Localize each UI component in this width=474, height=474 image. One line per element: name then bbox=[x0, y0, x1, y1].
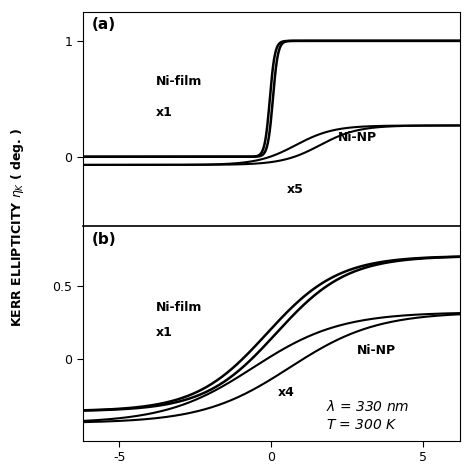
Text: Ni-NP: Ni-NP bbox=[356, 344, 396, 357]
Text: x1: x1 bbox=[156, 106, 173, 119]
Text: $\lambda$ = 330 nm: $\lambda$ = 330 nm bbox=[326, 399, 410, 414]
Text: Ni-NP: Ni-NP bbox=[338, 130, 377, 144]
Text: x1: x1 bbox=[156, 326, 173, 339]
Text: x5: x5 bbox=[287, 183, 303, 196]
Text: (a): (a) bbox=[92, 17, 116, 32]
Text: Ni-film: Ni-film bbox=[156, 75, 202, 88]
Text: (b): (b) bbox=[92, 232, 117, 247]
Text: Ni-film: Ni-film bbox=[156, 301, 202, 314]
Text: $T$ = 300 K: $T$ = 300 K bbox=[326, 418, 398, 431]
Text: x4: x4 bbox=[277, 385, 294, 399]
Text: KERR ELLIPTICITY $\eta_K$ ( deg. ): KERR ELLIPTICITY $\eta_K$ ( deg. ) bbox=[9, 128, 27, 328]
